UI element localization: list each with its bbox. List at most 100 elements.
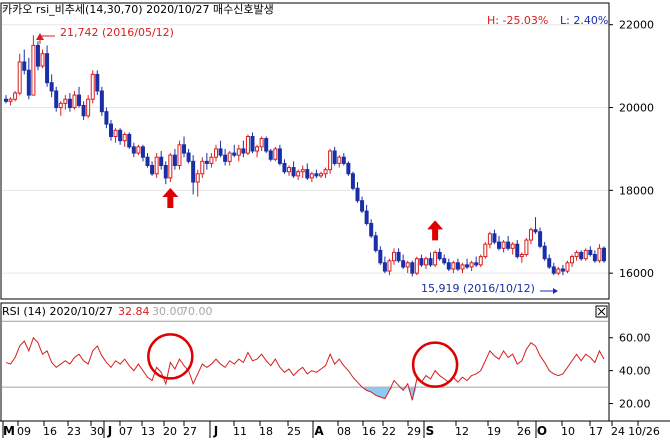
- candle-body-up: [483, 243, 488, 258]
- candle: [140, 144, 145, 162]
- candle-body-down: [401, 260, 406, 268]
- x-axis-tick-label: 16: [362, 425, 376, 438]
- candle: [287, 165, 292, 176]
- candle-body-up: [63, 98, 68, 104]
- high-annotation-text: 21,742 (2016/05/12): [60, 26, 174, 39]
- buy-signal-arrow: [427, 220, 444, 241]
- candle: [90, 70, 95, 104]
- candle: [373, 231, 378, 253]
- candle: [323, 167, 328, 178]
- x-axis-tick-label: 18: [259, 425, 273, 438]
- candle: [200, 157, 205, 178]
- x-axis-tick-label: 19: [487, 425, 501, 438]
- candle: [113, 128, 118, 143]
- candle-body-down: [77, 94, 82, 106]
- candle: [538, 227, 543, 249]
- candle: [195, 169, 200, 197]
- candle-body-down: [442, 258, 447, 264]
- candle-body-down: [104, 111, 109, 125]
- candle: [588, 246, 593, 257]
- candle: [273, 146, 278, 162]
- candle: [22, 49, 27, 75]
- candle-body-down: [67, 98, 72, 109]
- candle-body-down: [182, 144, 187, 154]
- candle: [451, 260, 456, 274]
- candle-body-down: [118, 129, 123, 142]
- rsi-highlight-circles: [147, 333, 459, 388]
- candle-body-down: [542, 245, 547, 260]
- candle: [296, 169, 301, 180]
- candle-body-down: [54, 90, 59, 109]
- candle: [40, 49, 45, 69]
- candle: [127, 132, 132, 149]
- candle: [13, 90, 18, 102]
- candle-body-up: [469, 262, 474, 268]
- candle-body-up: [451, 262, 456, 270]
- close-icon-stroke-b: [597, 307, 606, 316]
- candle-body-down: [588, 249, 593, 256]
- candle: [104, 107, 109, 129]
- candle: [360, 196, 365, 214]
- candle: [442, 254, 447, 265]
- candle: [241, 140, 246, 158]
- candle-body-up: [17, 61, 22, 94]
- candle: [122, 132, 127, 147]
- x-axis: M 09 16 23 30 J 07 13 20 27 J 11 18 25 A 08 16 22 29 S 12 19 2…: [0, 420, 670, 438]
- candle-body-up: [213, 148, 218, 158]
- candle-body-up: [423, 258, 428, 266]
- candle-body-up: [287, 167, 292, 173]
- candle-body-up: [323, 169, 328, 175]
- candle-body-up: [13, 92, 18, 100]
- candle-body-up: [583, 249, 588, 260]
- candle: [182, 136, 187, 158]
- candle-body-down: [277, 148, 282, 164]
- candle-body-down: [346, 162, 351, 175]
- candle-body-down: [446, 262, 451, 270]
- candle-body-down: [332, 150, 337, 164]
- candle: [341, 153, 346, 166]
- candle-body-up: [296, 171, 301, 177]
- candle-body-up: [309, 173, 314, 179]
- candle: [533, 217, 538, 234]
- candle-body-up: [113, 129, 118, 138]
- price-y-tick-label: 22000: [619, 19, 654, 32]
- candle-body-down: [204, 160, 209, 164]
- candle: [410, 260, 415, 277]
- candle-body-up: [227, 152, 232, 162]
- candle-body-up: [255, 146, 260, 152]
- candle-body-down: [360, 200, 365, 212]
- candle: [556, 266, 561, 276]
- candle: [264, 136, 269, 154]
- candle-body-up: [574, 251, 579, 258]
- candle: [570, 254, 575, 267]
- candle: [583, 248, 588, 261]
- buy-signal-arrows: [162, 188, 444, 241]
- candle-body-up: [565, 262, 570, 272]
- candle: [382, 256, 387, 274]
- pane-close-button[interactable]: [595, 305, 608, 318]
- candle: [433, 250, 438, 267]
- candle: [497, 235, 502, 251]
- candle: [45, 45, 50, 87]
- candle-body-up: [392, 251, 397, 262]
- candle-body-down: [81, 104, 86, 117]
- candle: [446, 258, 451, 272]
- candle: [469, 260, 474, 272]
- candle-body-up: [195, 173, 200, 183]
- candle: [245, 134, 250, 156]
- candle-body-down: [145, 156, 150, 166]
- x-axis-tick-label: 17: [589, 425, 603, 438]
- candle: [118, 128, 123, 145]
- candle: [145, 153, 150, 168]
- candle-body-up: [300, 169, 305, 173]
- low-annotation: 15,919 (2016/10/12): [421, 282, 558, 295]
- candle-body-down: [150, 164, 155, 175]
- chart-title: 카카오 rsi_비추세(14,30,70) 2020/10/27 매수신호발생: [2, 3, 274, 16]
- candle-body-down: [159, 156, 164, 166]
- buy-signal-arrow: [162, 188, 179, 209]
- candle: [346, 161, 351, 176]
- candle: [67, 93, 72, 112]
- candle: [474, 256, 479, 267]
- x-axis-bar: [0, 421, 670, 440]
- candle: [72, 90, 77, 110]
